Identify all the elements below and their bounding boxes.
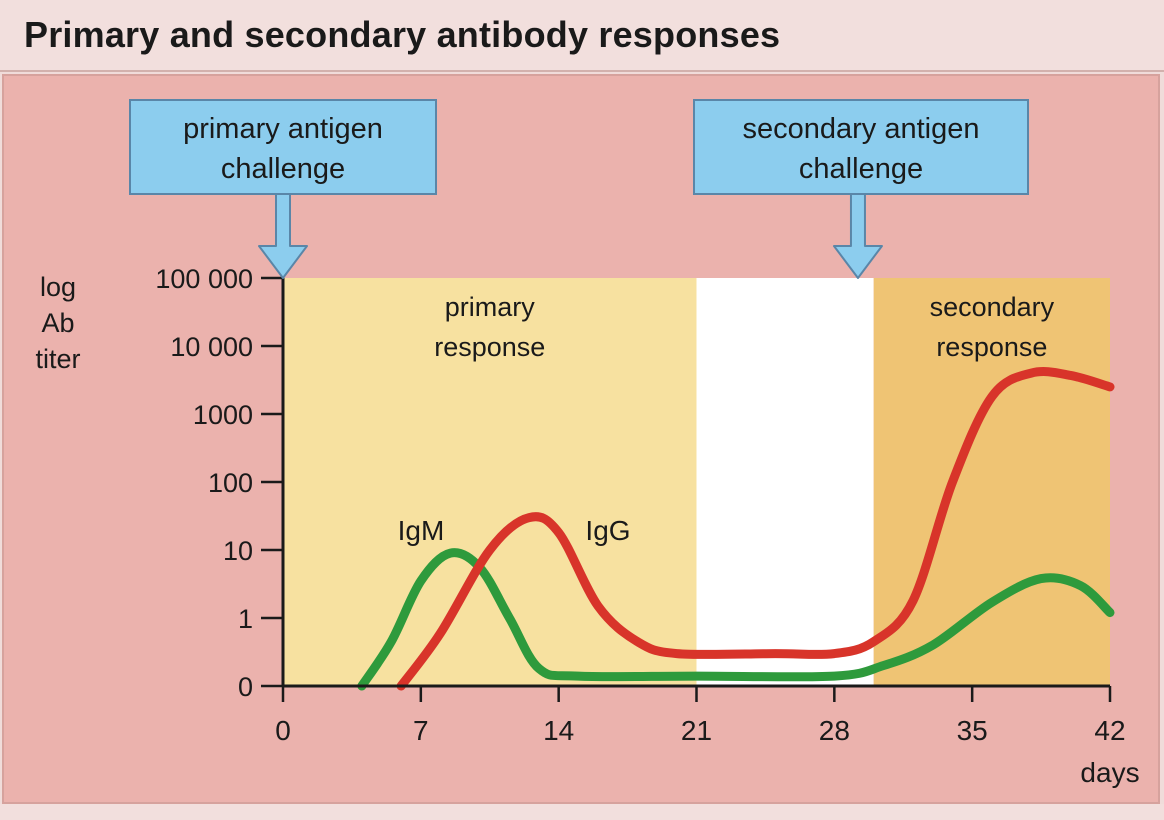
bottom-strip (0, 804, 1164, 820)
labels: IgM IgG (398, 515, 631, 546)
region-1 (696, 278, 874, 686)
y-axis-label: Ab (41, 308, 74, 338)
callout-1: secondary antigen challenge (693, 99, 1029, 279)
x-tick-label: 0 (275, 715, 291, 746)
callout-arrow (832, 193, 883, 279)
chart-title: Primary and secondary antibody responses (24, 14, 781, 55)
y-tick-label: 1000 (193, 400, 253, 430)
regions: primary response secondary response (283, 278, 1110, 686)
region-label: response (936, 332, 1047, 362)
y-axis-label: titer (35, 344, 80, 374)
region-label: secondary (930, 292, 1055, 322)
series-label-igm: IgM (398, 515, 445, 546)
y-tick-label: 100 000 (155, 264, 253, 294)
callout-box (693, 99, 1029, 195)
y-tick-label: 100 (208, 468, 253, 498)
region-0 (283, 278, 697, 686)
x-tick-label: 7 (413, 715, 429, 746)
callout-text: secondary antigen (743, 113, 980, 145)
x-tick-label: 35 (957, 715, 988, 746)
y-tick-label: 1 (238, 604, 253, 634)
region-label: primary (445, 292, 536, 322)
y-tick-label: 10 (223, 536, 253, 566)
series-label-igg: IgG (585, 515, 630, 546)
region-2 (873, 278, 1110, 686)
x-tick-label: 42 (1094, 715, 1125, 746)
callout-0: primary antigen challenge (129, 99, 437, 279)
x-tick-label: 21 (681, 715, 712, 746)
title-bar: Primary and secondary antibody responses (0, 0, 1164, 72)
x-axis-label: days (1080, 757, 1139, 788)
series-line-igg (396, 367, 1115, 691)
x-tick-label: 28 (819, 715, 850, 746)
series-lines (357, 367, 1115, 691)
series-line-igm (357, 548, 1115, 691)
y-tick-label: 10 000 (170, 332, 253, 362)
callout-text: challenge (799, 153, 923, 185)
callout-text: challenge (221, 153, 345, 185)
callout-text: primary antigen (183, 113, 383, 145)
callout-arrow (258, 193, 308, 279)
y-axis-label: log (40, 272, 76, 302)
y-tick-label: 0 (238, 672, 253, 702)
callout-box (129, 99, 437, 195)
x-tick-label: 14 (543, 715, 574, 746)
region-label: response (434, 332, 545, 362)
